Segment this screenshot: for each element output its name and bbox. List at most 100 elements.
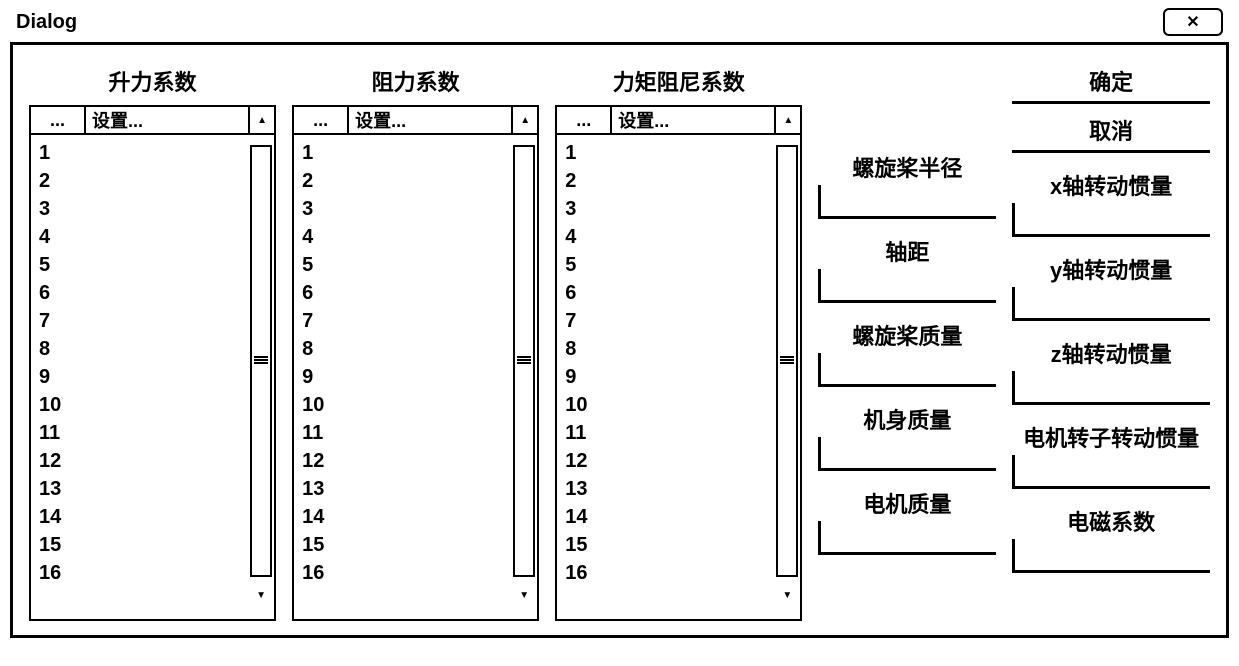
list-item[interactable]: 5: [39, 251, 274, 279]
ix-input[interactable]: [1012, 203, 1210, 237]
torque-header-col2[interactable]: 设置...: [612, 107, 774, 133]
torque-list-body[interactable]: 1 2 3 4 5 6 7 8 9 10 11 12 13 14 15 16: [557, 135, 800, 619]
list-item[interactable]: 7: [39, 307, 274, 335]
cancel-button[interactable]: 取消: [1012, 112, 1210, 153]
drag-coefficient-list[interactable]: ... 设置... ▲ 1 2 3 4 5 6 7 8 9 10 11 12: [292, 105, 539, 621]
list-item[interactable]: 16: [302, 559, 537, 587]
drag-scrollbar[interactable]: ▼: [511, 135, 537, 619]
rotor-inertia-input[interactable]: [1012, 455, 1210, 489]
list-item[interactable]: 4: [302, 223, 537, 251]
lift-coefficient-title: 升力系数: [29, 63, 276, 99]
lift-coefficient-column: 升力系数 ... 设置... ▲ 1 2 3 4 5 6 7 8 9 1: [29, 63, 276, 621]
list-item[interactable]: 1: [302, 139, 537, 167]
ok-button[interactable]: 确定: [1012, 63, 1210, 104]
list-item[interactable]: 15: [302, 531, 537, 559]
iz-field: z轴转动惯量: [1012, 337, 1210, 405]
list-item[interactable]: 14: [565, 503, 800, 531]
list-item[interactable]: 14: [39, 503, 274, 531]
close-button[interactable]: ✕: [1163, 8, 1223, 36]
torque-scrollbar[interactable]: ▼: [774, 135, 800, 619]
list-item[interactable]: 3: [39, 195, 274, 223]
torque-scroll-down-icon[interactable]: ▼: [774, 590, 800, 601]
lift-coefficient-list[interactable]: ... 设置... ▲ 1 2 3 4 5 6 7 8 9 10 11 12: [29, 105, 276, 621]
list-item[interactable]: 15: [39, 531, 274, 559]
torque-scrollbar-track[interactable]: [776, 145, 798, 577]
lift-scrollbar-track[interactable]: [250, 145, 272, 577]
lift-list-body[interactable]: 1 2 3 4 5 6 7 8 9 10 11 12 13 14 15 16: [31, 135, 274, 619]
wheelbase-input[interactable]: [818, 269, 996, 303]
wheelbase-field: 轴距: [818, 235, 996, 303]
list-item[interactable]: 6: [39, 279, 274, 307]
ix-label: x轴转动惯量: [1012, 169, 1210, 201]
lift-header-col2[interactable]: 设置...: [86, 107, 248, 133]
lift-scroll-up-icon[interactable]: ▲: [248, 107, 274, 133]
list-item[interactable]: 11: [565, 419, 800, 447]
list-item[interactable]: 11: [39, 419, 274, 447]
list-item[interactable]: 9: [39, 363, 274, 391]
list-item[interactable]: 13: [565, 475, 800, 503]
wheelbase-label: 轴距: [818, 235, 996, 267]
list-item[interactable]: 14: [302, 503, 537, 531]
parameter-column-1: 螺旋桨半径 轴距 螺旋桨质量 机身质量 电机质量: [818, 151, 996, 621]
prop-radius-input[interactable]: [818, 185, 996, 219]
list-item[interactable]: 10: [39, 391, 274, 419]
list-item[interactable]: 12: [565, 447, 800, 475]
list-item[interactable]: 12: [39, 447, 274, 475]
electro-coef-input[interactable]: [1012, 539, 1210, 573]
list-item[interactable]: 13: [39, 475, 274, 503]
list-item[interactable]: 3: [302, 195, 537, 223]
list-item[interactable]: 13: [302, 475, 537, 503]
list-item[interactable]: 1: [565, 139, 800, 167]
torque-header-col1[interactable]: ...: [557, 107, 612, 133]
drag-scroll-down-icon[interactable]: ▼: [511, 590, 537, 601]
drag-header-col2[interactable]: 设置...: [349, 107, 511, 133]
list-item[interactable]: 7: [302, 307, 537, 335]
list-item[interactable]: 5: [565, 251, 800, 279]
list-item[interactable]: 12: [302, 447, 537, 475]
body-mass-input[interactable]: [818, 437, 996, 471]
list-item[interactable]: 3: [565, 195, 800, 223]
lift-scroll-down-icon[interactable]: ▼: [248, 590, 274, 601]
list-item[interactable]: 6: [565, 279, 800, 307]
torque-scroll-up-icon[interactable]: ▲: [774, 107, 800, 133]
drag-scrollbar-track[interactable]: [513, 145, 535, 577]
list-item[interactable]: 2: [302, 167, 537, 195]
rotor-inertia-field: 电机转子转动惯量: [1012, 421, 1210, 489]
motor-mass-label: 电机质量: [818, 487, 996, 519]
list-item[interactable]: 8: [565, 335, 800, 363]
torque-coefficient-title: 力矩阻尼系数: [555, 63, 802, 99]
list-item[interactable]: 8: [302, 335, 537, 363]
list-item[interactable]: 9: [565, 363, 800, 391]
list-item[interactable]: 11: [302, 419, 537, 447]
prop-mass-label: 螺旋桨质量: [818, 319, 996, 351]
list-item[interactable]: 4: [39, 223, 274, 251]
iy-input[interactable]: [1012, 287, 1210, 321]
electro-coef-field: 电磁系数: [1012, 505, 1210, 573]
list-item[interactable]: 10: [565, 391, 800, 419]
list-item[interactable]: 16: [39, 559, 274, 587]
list-item[interactable]: 16: [565, 559, 800, 587]
list-item[interactable]: 15: [565, 531, 800, 559]
list-item[interactable]: 2: [565, 167, 800, 195]
list-item[interactable]: 7: [565, 307, 800, 335]
drag-list-body[interactable]: 1 2 3 4 5 6 7 8 9 10 11 12 13 14 15 16: [294, 135, 537, 619]
iz-label: z轴转动惯量: [1012, 337, 1210, 369]
list-item[interactable]: 1: [39, 139, 274, 167]
list-item[interactable]: 6: [302, 279, 537, 307]
drag-coefficient-title: 阻力系数: [292, 63, 539, 99]
list-item[interactable]: 4: [565, 223, 800, 251]
drag-header-col1[interactable]: ...: [294, 107, 349, 133]
drag-scroll-up-icon[interactable]: ▲: [511, 107, 537, 133]
lift-scrollbar[interactable]: ▼: [248, 135, 274, 619]
iz-input[interactable]: [1012, 371, 1210, 405]
list-item[interactable]: 10: [302, 391, 537, 419]
lift-header-col1[interactable]: ...: [31, 107, 86, 133]
iy-label: y轴转动惯量: [1012, 253, 1210, 285]
list-item[interactable]: 8: [39, 335, 274, 363]
motor-mass-input[interactable]: [818, 521, 996, 555]
torque-coefficient-list[interactable]: ... 设置... ▲ 1 2 3 4 5 6 7 8 9 10 11 12: [555, 105, 802, 621]
list-item[interactable]: 5: [302, 251, 537, 279]
list-item[interactable]: 9: [302, 363, 537, 391]
list-item[interactable]: 2: [39, 167, 274, 195]
prop-mass-input[interactable]: [818, 353, 996, 387]
